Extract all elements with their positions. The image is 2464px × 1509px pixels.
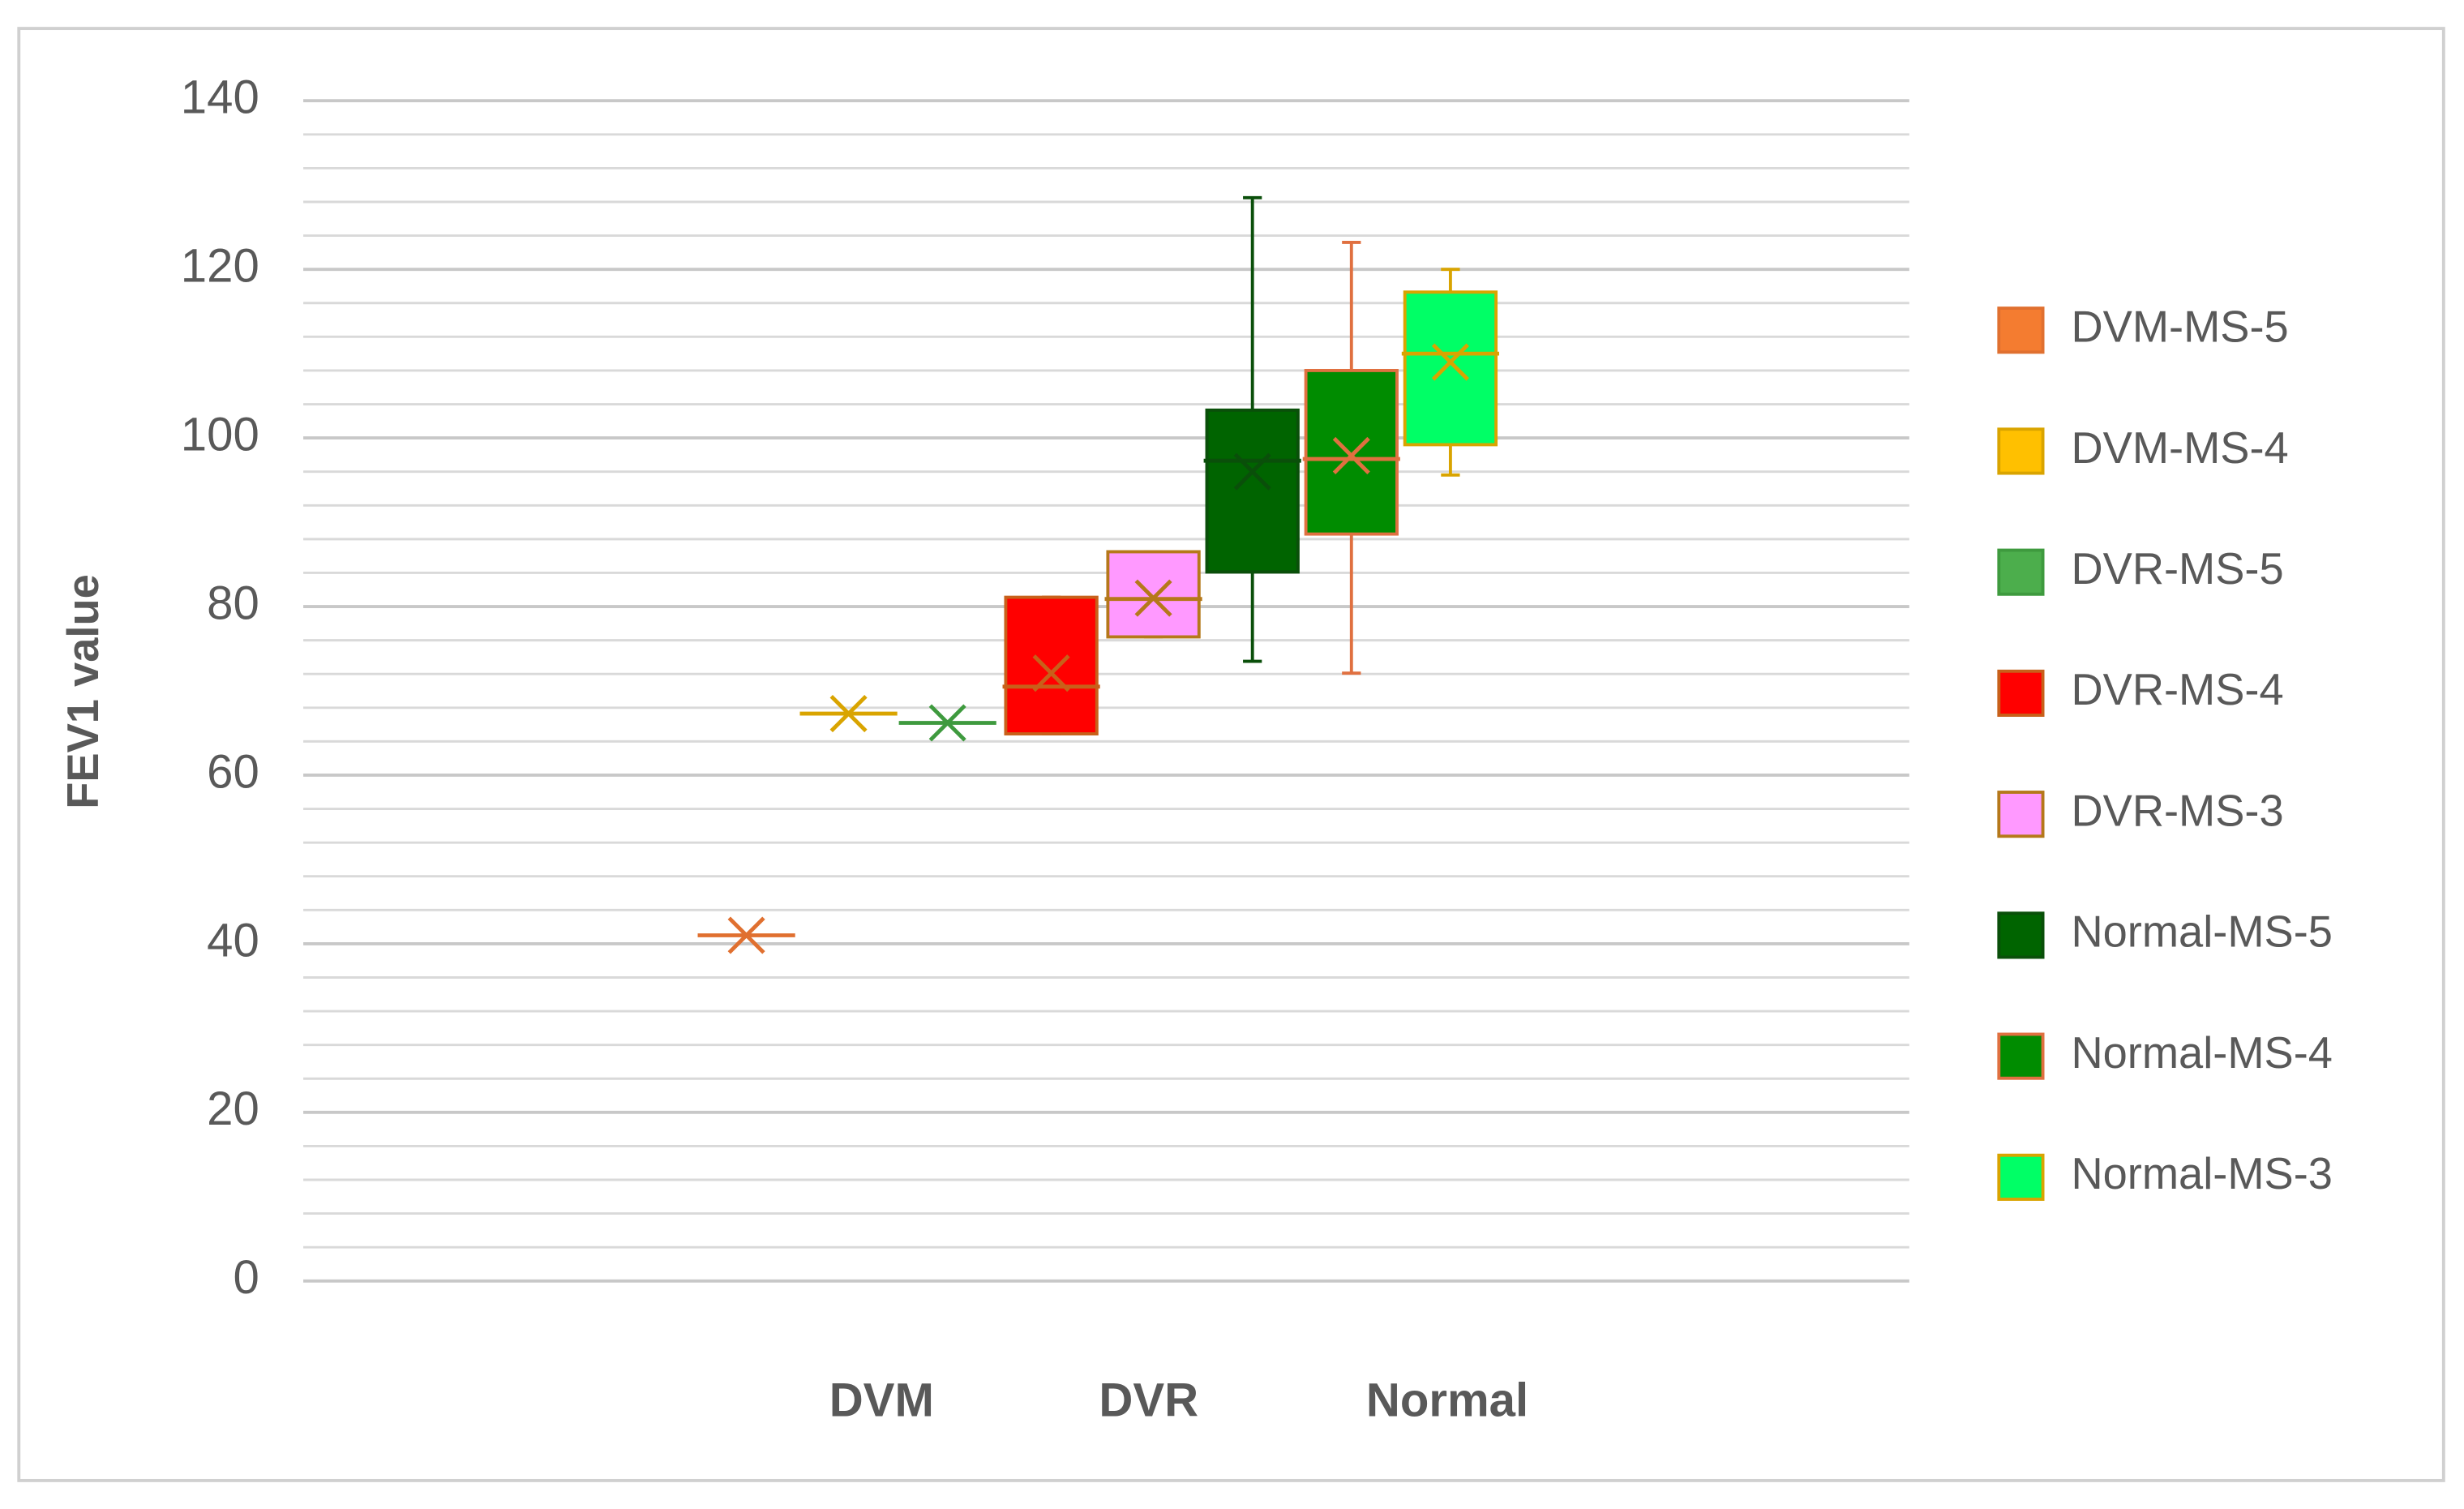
- y-tick-label: 60: [207, 745, 259, 798]
- mean-marker: [1032, 654, 1070, 692]
- x-category-label: Normal: [1366, 1374, 1528, 1426]
- box: [1106, 550, 1201, 639]
- mean-marker: [1134, 579, 1172, 617]
- x-category-label: DVM: [829, 1374, 934, 1426]
- y-tick-label: 40: [207, 914, 259, 967]
- legend-swatch: [1997, 427, 2045, 475]
- legend-swatch: [1997, 791, 2045, 838]
- legend-label: DVR-MS-3: [2071, 787, 2283, 835]
- box: [1304, 368, 1399, 536]
- y-axis-label: FEV1 value: [59, 574, 108, 808]
- legend-label: DVR-MS-5: [2071, 545, 2283, 594]
- legend-swatch: [1997, 307, 2045, 354]
- mean-marker: [829, 695, 868, 733]
- mean-marker: [1431, 343, 1469, 381]
- y-tick-label: 100: [181, 408, 259, 461]
- legend-label: Normal-MS-4: [2071, 1029, 2333, 1078]
- box: [1403, 290, 1498, 447]
- mean-marker: [1233, 452, 1271, 491]
- legend-label: DVR-MS-4: [2071, 666, 2283, 714]
- y-tick-label: 80: [207, 577, 259, 629]
- legend-swatch: [1997, 1153, 2045, 1201]
- legend-swatch: [1997, 911, 2045, 959]
- mean-marker: [1332, 436, 1370, 474]
- x-category-label: DVR: [1099, 1374, 1198, 1426]
- legend-swatch: [1997, 1032, 2045, 1080]
- y-tick-label: 120: [181, 240, 259, 293]
- legend-label: Normal-MS-5: [2071, 908, 2333, 957]
- mean-marker: [727, 916, 765, 954]
- legend-swatch: [1997, 548, 2045, 596]
- y-tick-label: 0: [233, 1251, 259, 1304]
- legend-label: Normal-MS-3: [2071, 1150, 2333, 1198]
- chart-frame: [17, 27, 2445, 1482]
- mean-marker: [928, 704, 966, 742]
- legend-label: DVM-MS-5: [2071, 303, 2288, 352]
- legend-label: DVM-MS-4: [2071, 424, 2288, 473]
- legend-swatch: [1997, 669, 2045, 717]
- box: [1004, 595, 1099, 735]
- y-tick-label: 20: [207, 1082, 259, 1135]
- y-tick-label: 140: [181, 71, 259, 124]
- box: [1205, 408, 1300, 574]
